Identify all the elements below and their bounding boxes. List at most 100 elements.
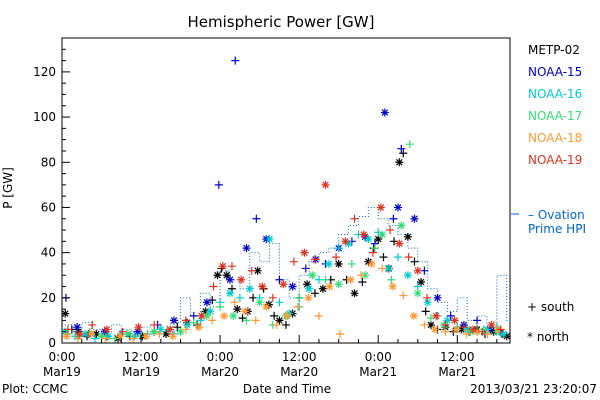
north-point-metp-02 (275, 316, 284, 325)
north-point-metp-02 (364, 257, 373, 266)
north-point-noaa-15 (288, 282, 297, 291)
south-point-noaa-18 (483, 329, 492, 338)
y-tick-label: 60 (41, 200, 56, 214)
south-point-noaa-18 (420, 320, 429, 329)
north-point-noaa-19 (279, 280, 288, 289)
south-point-noaa-18 (101, 334, 110, 343)
north-point-noaa-16 (130, 332, 139, 341)
north-point-noaa-17 (492, 327, 501, 336)
x-tick-time-label: 12:00 (282, 350, 317, 364)
south-point-noaa-17 (242, 316, 251, 325)
north-point-noaa-18 (220, 311, 229, 320)
north-point-metp-02 (334, 259, 343, 268)
north-point-noaa-19 (469, 325, 478, 334)
data-marks-layer (61, 56, 511, 343)
symbol-legend-south: + south (527, 300, 574, 314)
north-point-noaa-18 (195, 323, 204, 332)
symbol-legend-north: * north (527, 330, 569, 344)
south-point-metp-02 (173, 323, 182, 332)
north-point-noaa-19 (237, 275, 246, 284)
north-point-noaa-19 (321, 180, 330, 189)
south-point-noaa-15 (397, 144, 406, 153)
north-point-noaa-15 (410, 214, 419, 223)
south-point-noaa-19 (150, 320, 159, 329)
south-point-noaa-17 (370, 244, 379, 253)
south-point-noaa-19 (386, 226, 395, 235)
north-point-noaa-19 (134, 323, 143, 332)
north-point-noaa-18 (262, 302, 271, 311)
legend-entry-noaa-18: NOAA-18 (528, 131, 582, 145)
x-tick-time-label: 0:00 (365, 350, 392, 364)
north-point-noaa-18 (473, 327, 482, 336)
north-point-noaa-18 (86, 329, 95, 338)
north-point-noaa-15 (170, 316, 178, 325)
north-point-noaa-16 (183, 320, 192, 329)
south-point-noaa-15 (301, 264, 310, 273)
south-point-noaa-18 (272, 320, 281, 329)
south-point-noaa-19 (118, 327, 127, 336)
north-point-noaa-16 (104, 332, 113, 341)
x-tick-time-label: 0:00 (207, 350, 234, 364)
north-point-noaa-15 (133, 327, 142, 336)
north-point-noaa-19 (75, 329, 84, 338)
north-point-metp-02 (318, 284, 327, 293)
north-point-noaa-17 (74, 332, 83, 341)
x-tick-date-label: Mar21 (438, 365, 476, 379)
south-point-metp-02 (310, 289, 319, 298)
x-tick-date-label: Mar21 (359, 365, 397, 379)
south-point-noaa-19 (422, 293, 431, 302)
north-point-metp-02 (74, 327, 83, 336)
north-point-noaa-17 (229, 311, 238, 320)
south-point-noaa-16 (275, 298, 284, 307)
north-point-metp-02 (395, 158, 404, 167)
south-point-metp-02 (358, 278, 367, 286)
south-point-noaa-15 (473, 316, 482, 325)
north-point-metp-02 (403, 232, 412, 241)
north-point-noaa-16 (364, 235, 373, 244)
south-point-metp-02 (379, 253, 388, 262)
north-point-noaa-18 (304, 293, 313, 302)
south-point-noaa-18 (293, 302, 302, 311)
north-point-noaa-17 (97, 332, 106, 341)
north-point-noaa-17 (397, 221, 406, 230)
south-point-noaa-16 (413, 282, 422, 291)
north-point-metp-02 (502, 332, 511, 341)
south-point-noaa-17 (387, 275, 396, 284)
north-point-metp-02 (162, 329, 171, 338)
chart-title: Hemispheric Power [GW] (188, 13, 375, 31)
north-point-noaa-18 (451, 325, 460, 334)
north-point-metp-02 (253, 266, 262, 275)
north-point-metp-02 (374, 235, 383, 244)
south-point-noaa-18 (441, 327, 450, 336)
y-tick-label: 100 (33, 110, 56, 124)
south-point-noaa-18 (208, 316, 217, 325)
north-point-noaa-19 (258, 282, 267, 291)
north-point-noaa-15 (380, 108, 389, 117)
north-point-metp-02 (201, 307, 210, 316)
north-point-metp-02 (426, 320, 435, 329)
north-point-metp-02 (233, 305, 242, 314)
north-point-noaa-16 (156, 325, 165, 334)
north-point-metp-02 (61, 309, 70, 318)
south-point-noaa-18 (314, 311, 323, 320)
south-point-noaa-19 (459, 323, 468, 332)
south-point-noaa-18 (230, 298, 239, 307)
south-point-noaa-19 (289, 257, 298, 266)
south-point-noaa-16 (235, 293, 244, 302)
north-point-noaa-19 (102, 325, 111, 334)
south-point-noaa-19 (88, 320, 97, 329)
south-point-noaa-17 (189, 318, 198, 327)
south-point-noaa-17 (405, 140, 414, 149)
north-point-noaa-15 (226, 275, 234, 284)
y-tick-label: 20 (41, 291, 56, 305)
south-point-noaa-19 (332, 253, 341, 262)
north-point-noaa-17 (334, 280, 343, 289)
north-point-metp-02 (213, 271, 222, 280)
x-tick-date-label: Mar19 (43, 365, 81, 379)
south-point-noaa-17 (216, 302, 225, 311)
north-point-noaa-17 (123, 329, 132, 338)
x-tick-date-label: Mar20 (280, 365, 318, 379)
north-point-noaa-16 (344, 239, 353, 248)
north-point-noaa-19 (487, 320, 496, 329)
